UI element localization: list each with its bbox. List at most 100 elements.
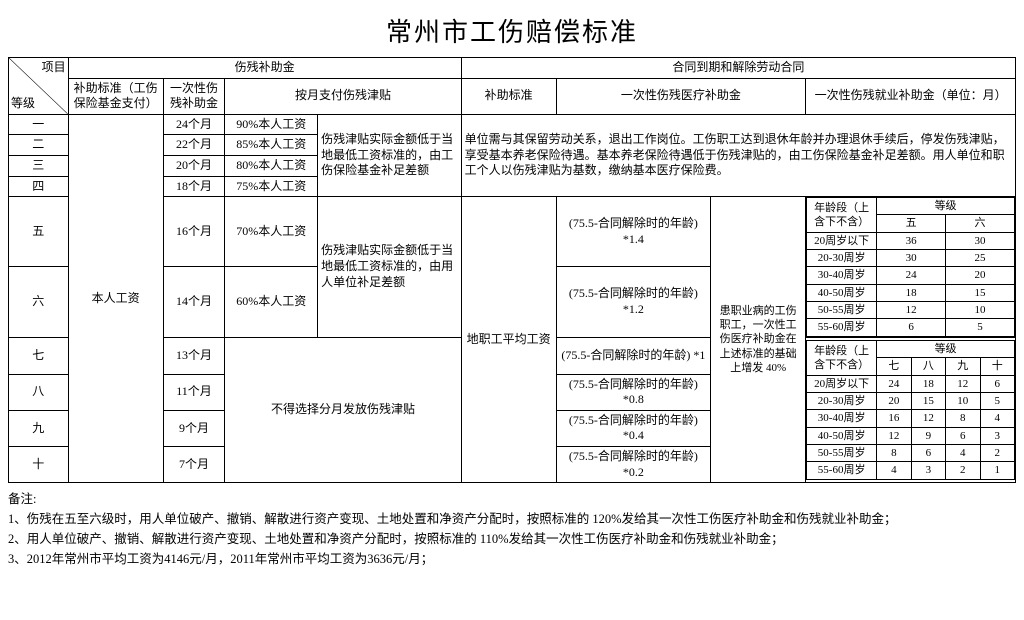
sub1-r3040: 30-40周岁 — [807, 267, 877, 284]
col-std2: 补助标准 — [461, 78, 556, 114]
sub2-r4050: 40-50周岁 — [807, 427, 877, 444]
once-2: 22个月 — [163, 135, 225, 156]
sub2-r3040: 30-40周岁 — [807, 410, 877, 427]
sub2-hdr-age: 年龄段（上含下不含） — [807, 341, 877, 376]
header-left-group: 伤残补助金 — [68, 58, 461, 79]
once-5: 16个月 — [163, 197, 225, 267]
t2-r4050-c8: 9 — [911, 427, 945, 444]
note-1: 1、伤残在五至六级时，用人单位破产、撤销、解散进行资产变现、土地处置和净资产分配… — [8, 509, 1016, 529]
med-7: (75.5-合同解除时的年龄) *1 — [556, 337, 711, 374]
t2-r20-c7: 24 — [877, 375, 911, 392]
monthly-note2: 伤残津贴实际金额低于当地最低工资标准的，由用人单位补足差额 — [318, 197, 462, 337]
t1-r20-c5: 36 — [877, 232, 946, 249]
sub2-c7: 七 — [877, 358, 911, 375]
col-std: 补助标准（工伤保险基金支付） — [68, 78, 163, 114]
t2-r4050-c10: 3 — [980, 427, 1015, 444]
t2-r5560-c9: 2 — [946, 462, 980, 479]
header-item: 项目 — [42, 60, 66, 76]
med-9: (75.5-合同解除时的年龄) *0.4 — [556, 410, 711, 446]
t2-r5055-c9: 4 — [946, 444, 980, 461]
t2-r5560-c8: 3 — [911, 462, 945, 479]
notes-hdr: 备注: — [8, 489, 1016, 509]
grade-3: 三 — [9, 155, 69, 176]
rate-5: 70%本人工资 — [225, 197, 318, 267]
sub2-c10: 十 — [980, 358, 1015, 375]
grade-7: 七 — [9, 337, 69, 374]
t1-r2030-c5: 30 — [877, 250, 946, 267]
grade-9: 九 — [9, 410, 69, 446]
med-8: (75.5-合同解除时的年龄) *0.8 — [556, 374, 711, 410]
t1-r3040-c5: 24 — [877, 267, 946, 284]
std-self: 本人工资 — [68, 114, 163, 482]
t1-r5055-c6: 10 — [946, 301, 1015, 318]
grade-1: 一 — [9, 114, 69, 135]
t1-r4050-c5: 18 — [877, 284, 946, 301]
sub1-r20: 20周岁以下 — [807, 232, 877, 249]
sub2-hdr-grade: 等级 — [877, 341, 1015, 358]
disease-note: 患职业病的工伤职工，一次性工伤医疗补助金在上述标准的基础上增发 40% — [711, 197, 806, 483]
sub2-r5560: 55-60周岁 — [807, 462, 877, 479]
rate-3: 80%本人工资 — [225, 155, 318, 176]
once-3: 20个月 — [163, 155, 225, 176]
t2-r5560-c7: 4 — [877, 462, 911, 479]
t2-r3040-c9: 8 — [946, 410, 980, 427]
t1-r3040-c6: 20 — [946, 267, 1015, 284]
t2-r3040-c8: 12 — [911, 410, 945, 427]
t2-r2030-c9: 10 — [946, 393, 980, 410]
t1-r2030-c6: 25 — [946, 250, 1015, 267]
t2-r5055-c7: 8 — [877, 444, 911, 461]
col-emp: 一次性伤残就业补助金（单位：月） — [806, 78, 1016, 114]
t2-r2030-c8: 15 — [911, 393, 945, 410]
t2-r3040-c7: 16 — [877, 410, 911, 427]
header-diagonal: 等级 项目 — [9, 58, 69, 115]
once-8: 11个月 — [163, 374, 225, 410]
t2-r4050-c7: 12 — [877, 427, 911, 444]
header-grade: 等级 — [11, 96, 35, 112]
sub1-r2030: 20-30周岁 — [807, 250, 877, 267]
sub1-r5560: 55-60周岁 — [807, 319, 877, 336]
rate-2: 85%本人工资 — [225, 135, 318, 156]
grade-8: 八 — [9, 374, 69, 410]
once-6: 14个月 — [163, 267, 225, 337]
t1-r5560-c5: 6 — [877, 319, 946, 336]
t2-r3040-c10: 4 — [980, 410, 1015, 427]
grade-5: 五 — [9, 197, 69, 267]
rate-1: 90%本人工资 — [225, 114, 318, 135]
med-10: (75.5-合同解除时的年龄) *0.2 — [556, 446, 711, 482]
t2-r5560-c10: 1 — [980, 462, 1015, 479]
grade-6: 六 — [9, 267, 69, 337]
rate-4: 75%本人工资 — [225, 176, 318, 197]
grade-2: 二 — [9, 135, 69, 156]
med-5: (75.5-合同解除时的年龄) *1.4 — [556, 197, 711, 267]
grade-4: 四 — [9, 176, 69, 197]
t1-r4050-c6: 15 — [946, 284, 1015, 301]
monthly-note1: 伤残津贴实际金额低于当地最低工资标准的，由工伤保险基金补足差额 — [318, 114, 462, 196]
sub2-c9: 九 — [946, 358, 980, 375]
t2-r5055-c8: 6 — [911, 444, 945, 461]
sub1-r4050: 40-50周岁 — [807, 284, 877, 301]
col-monthly: 按月支付伤残津贴 — [225, 78, 461, 114]
t2-r20-c8: 18 — [911, 375, 945, 392]
std2-local: 地职工平均工资 — [461, 197, 556, 483]
sub1-r5055: 50-55周岁 — [807, 301, 877, 318]
grade-10: 十 — [9, 446, 69, 482]
right-top-note: 单位需与其保留劳动关系，退出工作岗位。工伤职工达到退休年龄并办理退休手续后，停发… — [461, 114, 1015, 196]
t1-r20-c6: 30 — [946, 232, 1015, 249]
monthly-no: 不得选择分月发放伤残津贴 — [225, 337, 461, 483]
note-2: 2、用人单位破产、撤销、解散进行资产变现、土地处置和净资产分配时，按照标准的 1… — [8, 529, 1016, 549]
page-title: 常州市工伤赔偿标准 — [8, 12, 1016, 49]
t2-r4050-c9: 6 — [946, 427, 980, 444]
sub2-c8: 八 — [911, 358, 945, 375]
t2-r20-c10: 6 — [980, 375, 1015, 392]
sub2-r20: 20周岁以下 — [807, 375, 877, 392]
header-right-group: 合同到期和解除劳动合同 — [461, 58, 1015, 79]
t2-r20-c9: 12 — [946, 375, 980, 392]
emp-sub-710: 年龄段（上含下不含） 等级 七 八 九 十 20周岁以下 24 18 12 6 … — [806, 337, 1016, 483]
once-9: 9个月 — [163, 410, 225, 446]
once-7: 13个月 — [163, 337, 225, 374]
note-3: 3、2012年常州市平均工资为4146元/月，2011年常州市平均工资为3636… — [8, 549, 1016, 569]
t1-r5055-c5: 12 — [877, 301, 946, 318]
t1-r5560-c6: 5 — [946, 319, 1015, 336]
notes-block: 备注: 1、伤残在五至六级时，用人单位破产、撤销、解散进行资产变现、土地处置和净… — [8, 489, 1016, 569]
t2-r5055-c10: 2 — [980, 444, 1015, 461]
